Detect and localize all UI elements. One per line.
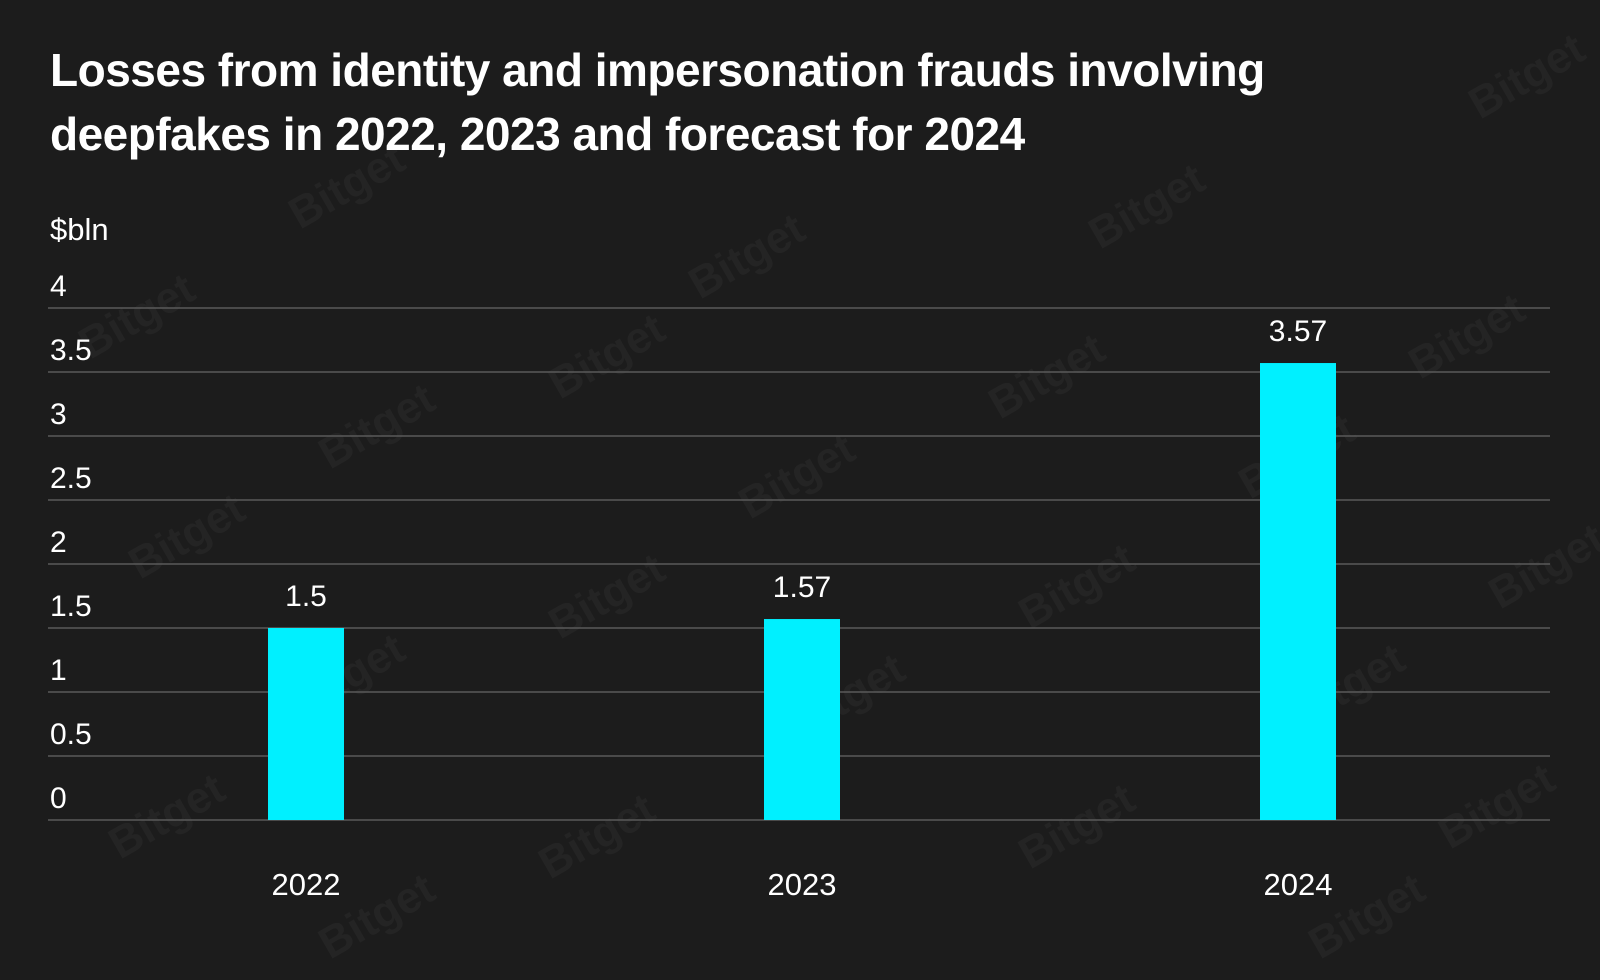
y-tick-label: 2 — [50, 526, 67, 559]
chart-title: Losses from identity and impersonation f… — [50, 44, 1265, 160]
watermark-text: Bitget — [311, 374, 444, 479]
data-labels: 1.5 1.57 3.57 — [285, 315, 1327, 613]
y-tick-label: 2.5 — [50, 462, 92, 495]
watermark-text: Bitget — [281, 134, 414, 239]
y-tick-label: 4 — [50, 270, 67, 303]
watermark-text: Bitget — [981, 324, 1114, 429]
y-tick-label: 1.5 — [50, 590, 92, 623]
y-axis-unit-label: $bln — [50, 212, 109, 247]
x-tick-label-2024: 2024 — [1264, 867, 1333, 902]
bar-2022 — [268, 628, 344, 820]
watermark-text: Bitget — [1011, 534, 1144, 639]
y-tick-label: 3.5 — [50, 334, 92, 367]
watermark-text: Bitget — [731, 424, 864, 529]
data-label-2023: 1.57 — [773, 571, 831, 604]
data-label-2022: 1.5 — [285, 580, 327, 613]
bar-2024 — [1260, 363, 1336, 820]
y-axis-ticks: 0 0.5 1 1.5 2 2.5 3 3.5 4 — [50, 270, 92, 815]
x-axis-ticks: 2022 2023 2024 — [272, 867, 1333, 902]
watermark-text: Bitget — [1461, 24, 1594, 129]
bar-2023 — [764, 619, 840, 820]
x-tick-label-2023: 2023 — [768, 867, 837, 902]
y-tick-label: 0 — [50, 782, 67, 815]
watermark-text: Bitget — [1431, 754, 1564, 859]
watermark-text: Bitget — [681, 204, 814, 309]
y-tick-label: 0.5 — [50, 718, 92, 751]
watermark-text: Bitget — [1481, 514, 1600, 619]
watermark-text: Bitget — [531, 784, 664, 889]
watermark-text: Bitget — [1401, 284, 1534, 389]
y-tick-label: 3 — [50, 398, 67, 431]
x-tick-label-2022: 2022 — [272, 867, 341, 902]
watermark-text: Bitget — [1011, 774, 1144, 879]
data-label-2024: 3.57 — [1269, 315, 1327, 348]
watermark-text: Bitget — [541, 544, 674, 649]
y-tick-label: 1 — [50, 654, 67, 687]
watermark-text: Bitget — [541, 304, 674, 409]
watermark-text: Bitget — [1081, 154, 1214, 259]
watermark-text: Bitget — [101, 764, 234, 869]
bars — [268, 363, 1336, 820]
